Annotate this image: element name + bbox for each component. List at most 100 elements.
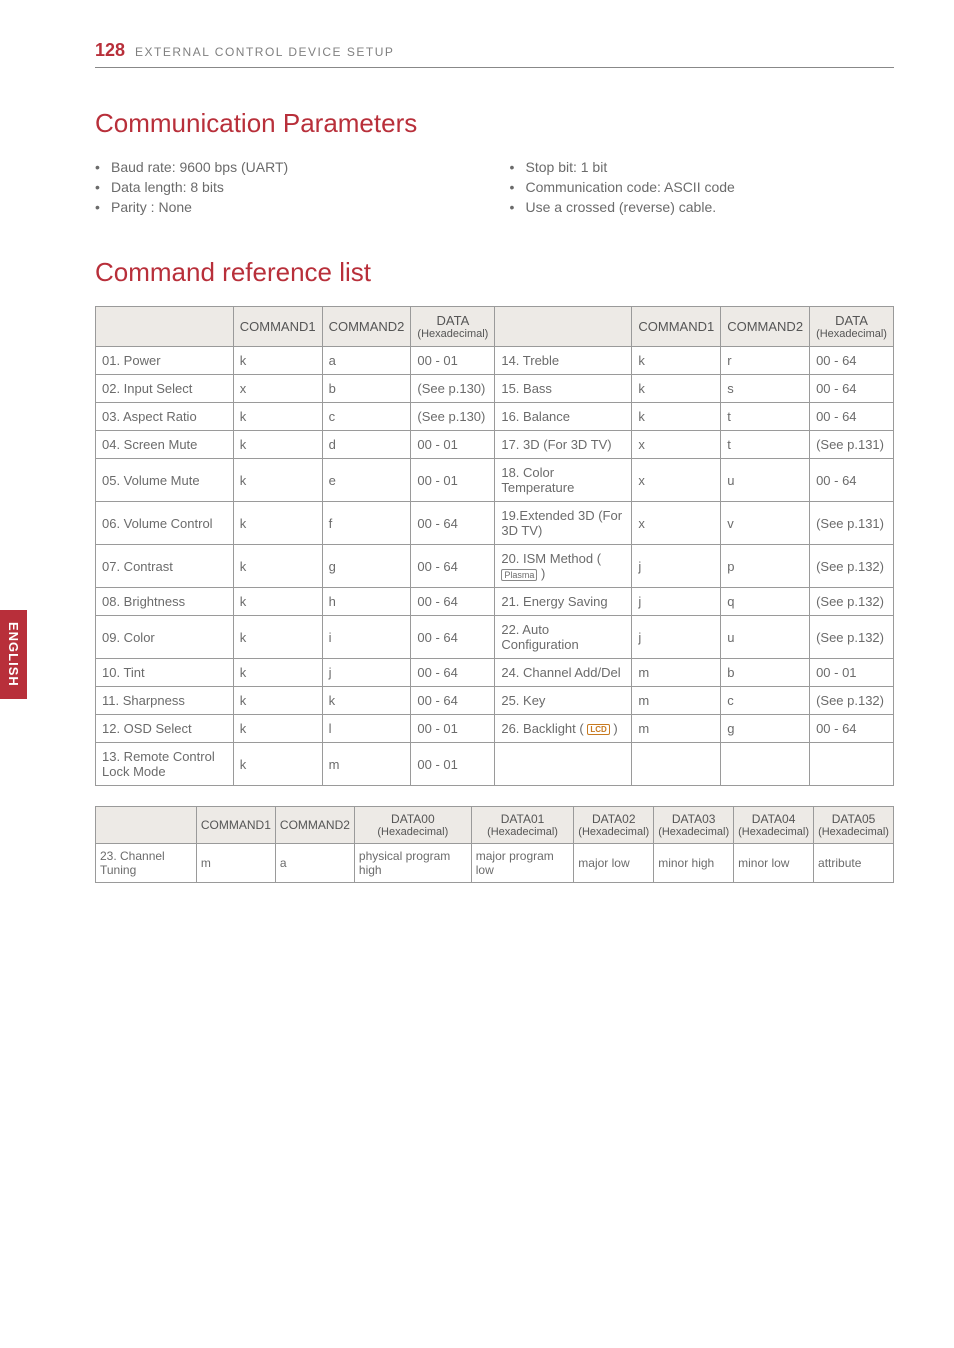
cell-d02: major low [574, 844, 654, 883]
cell-d03: minor high [654, 844, 734, 883]
comm-params-columns: Baud rate: 9600 bps (UART) Data length: … [95, 157, 894, 217]
cell-name: 04. Screen Mute [96, 431, 234, 459]
cell-c1: k [233, 502, 322, 545]
cell-data: 00 - 01 [411, 347, 495, 375]
comm-params-right: Stop bit: 1 bit Communication code: ASCI… [510, 157, 895, 217]
cell-data: (See p.130) [411, 375, 495, 403]
table-row: 03. Aspect Ratiokc(See p.130)16. Balance… [96, 403, 894, 431]
table-row: 05. Volume Muteke00 - 0118. Color Temper… [96, 459, 894, 502]
cell-c1: k [632, 375, 721, 403]
cell-c2: d [322, 431, 411, 459]
cell-name: 19.Extended 3D (For 3D TV) [495, 502, 632, 545]
cell-c1: k [233, 431, 322, 459]
cell-name: 22. Auto Configuration [495, 616, 632, 659]
cell-name: 25. Key [495, 687, 632, 715]
th-data: DATA(Hexadecimal) [411, 307, 495, 347]
cell-name: 07. Contrast [96, 545, 234, 588]
cell-name: 11. Sharpness [96, 687, 234, 715]
cell-c2: f [322, 502, 411, 545]
cell-c1: k [233, 545, 322, 588]
page-number: 128 [95, 40, 125, 61]
cell-name: 23. Channel Tuning [96, 844, 197, 883]
th-d05: DATA05(Hexadecimal) [814, 807, 894, 844]
cell-c1: m [196, 844, 275, 883]
table-row: 13. Remote Control Lock Modekm00 - 01 [96, 743, 894, 786]
table-row: 02. Input Selectxb(See p.130)15. Bassks0… [96, 375, 894, 403]
cell-data: 00 - 64 [411, 502, 495, 545]
bullet-item: Parity : None [95, 197, 480, 217]
cell-c1: x [632, 459, 721, 502]
th-cmd1: COMMAND1 [196, 807, 275, 844]
cell-name: 10. Tint [96, 659, 234, 687]
cell-name: 14. Treble [495, 347, 632, 375]
cell-name: 24. Channel Add/Del [495, 659, 632, 687]
cell-name: 03. Aspect Ratio [96, 403, 234, 431]
header-title: EXTERNAL CONTROL DEVICE SETUP [135, 45, 394, 59]
page-header: 128 EXTERNAL CONTROL DEVICE SETUP [95, 40, 894, 68]
cell-data: 00 - 01 [411, 431, 495, 459]
table-row: 07. Contrastkg00 - 6420. ISM Method ( Pl… [96, 545, 894, 588]
lcd-icon: LCD [587, 724, 609, 735]
cell-c1: m [632, 659, 721, 687]
cell-data: 00 - 64 [411, 659, 495, 687]
cell-data: (See p.130) [411, 403, 495, 431]
cell-c2: h [322, 588, 411, 616]
cell-data: 00 - 64 [411, 545, 495, 588]
cell-c2: j [322, 659, 411, 687]
bullet-item: Use a crossed (reverse) cable. [510, 197, 895, 217]
cell-name: 05. Volume Mute [96, 459, 234, 502]
cell-data: (See p.132) [810, 616, 894, 659]
table-row: 12. OSD Selectkl00 - 0126. Backlight ( L… [96, 715, 894, 743]
th-cmd1: COMMAND1 [233, 307, 322, 347]
cell-c1: x [632, 431, 721, 459]
table-row: 04. Screen Mutekd00 - 0117. 3D (For 3D T… [96, 431, 894, 459]
channel-tuning-table: COMMAND1 COMMAND2 DATA00(Hexadecimal) DA… [95, 806, 894, 883]
th-d04: DATA04(Hexadecimal) [734, 807, 814, 844]
cell-c2: b [721, 659, 810, 687]
th-blank [495, 307, 632, 347]
cell-c2: e [322, 459, 411, 502]
th-d02: DATA02(Hexadecimal) [574, 807, 654, 844]
cell-data: 00 - 64 [411, 687, 495, 715]
side-language-tab: ENGLISH [0, 610, 27, 699]
cell-data: (See p.131) [810, 502, 894, 545]
th-cmd2: COMMAND2 [275, 807, 354, 844]
cell-c2 [721, 743, 810, 786]
th-d01: DATA01(Hexadecimal) [471, 807, 574, 844]
cell-c1: k [233, 347, 322, 375]
th-blank [96, 307, 234, 347]
cell-c1: k [233, 459, 322, 502]
cell-name: 08. Brightness [96, 588, 234, 616]
cell-c2: c [721, 687, 810, 715]
table-row: 01. Powerka00 - 0114. Treblekr00 - 64 [96, 347, 894, 375]
cell-data: 00 - 64 [810, 375, 894, 403]
cell-c2: a [322, 347, 411, 375]
cell-data [810, 743, 894, 786]
cell-name: 06. Volume Control [96, 502, 234, 545]
cell-d00: physical program high [354, 844, 471, 883]
cell-data: 00 - 01 [411, 715, 495, 743]
cell-data: (See p.132) [810, 687, 894, 715]
cell-data: (See p.132) [810, 588, 894, 616]
cell-name [495, 743, 632, 786]
cell-data: 00 - 01 [810, 659, 894, 687]
cell-data: 00 - 64 [810, 715, 894, 743]
cell-c1: k [233, 403, 322, 431]
cell-name: 26. Backlight ( LCD ) [495, 715, 632, 743]
cell-c2: s [721, 375, 810, 403]
cell-d01: major program low [471, 844, 574, 883]
cell-data: (See p.131) [810, 431, 894, 459]
cell-name: 12. OSD Select [96, 715, 234, 743]
cell-c1: k [233, 588, 322, 616]
table-row: 23. Channel Tuning m a physical program … [96, 844, 894, 883]
cell-c2: r [721, 347, 810, 375]
th-blank [96, 807, 197, 844]
table-row: 06. Volume Controlkf00 - 6419.Extended 3… [96, 502, 894, 545]
cell-data: 00 - 64 [411, 588, 495, 616]
cell-c2: i [322, 616, 411, 659]
cell-c2: g [721, 715, 810, 743]
cell-name: 01. Power [96, 347, 234, 375]
cell-c1: k [233, 659, 322, 687]
th-d00: DATA00(Hexadecimal) [354, 807, 471, 844]
cell-c1: x [632, 502, 721, 545]
